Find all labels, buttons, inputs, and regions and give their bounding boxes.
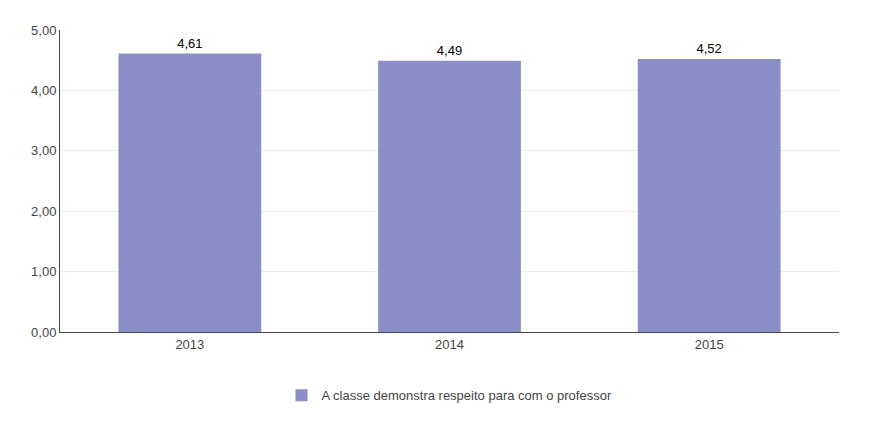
svg-text:2,00: 2,00 [31, 204, 56, 219]
svg-text:2014: 2014 [435, 337, 464, 352]
svg-text:4,49: 4,49 [437, 43, 462, 58]
svg-text:5,00: 5,00 [31, 23, 56, 38]
svg-text:2013: 2013 [175, 337, 204, 352]
svg-text:4,52: 4,52 [697, 41, 722, 56]
svg-text:4,61: 4,61 [177, 36, 202, 51]
svg-text:2015: 2015 [695, 337, 724, 352]
svg-text:3,00: 3,00 [31, 143, 56, 158]
svg-text:1,00: 1,00 [31, 264, 56, 279]
svg-text:4,00: 4,00 [31, 83, 56, 98]
svg-text:A classe demonstra respeito pa: A classe demonstra respeito para com o p… [322, 388, 612, 403]
svg-text:0,00: 0,00 [31, 325, 56, 340]
